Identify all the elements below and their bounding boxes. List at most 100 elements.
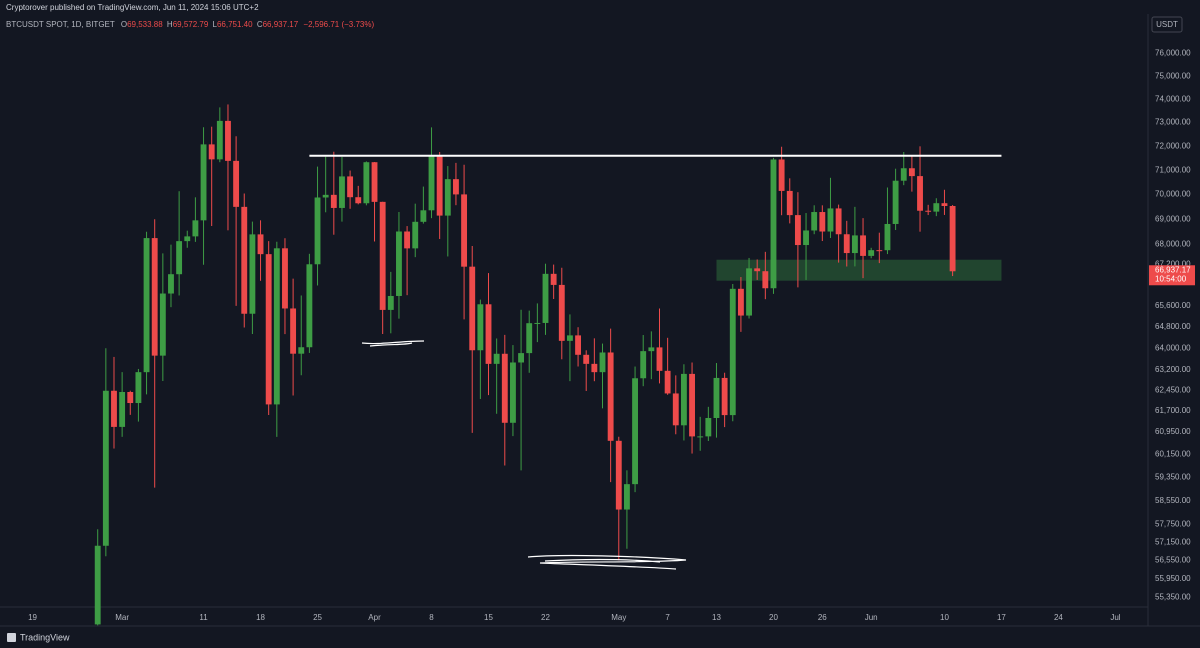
x-tick-label: 10: [940, 613, 949, 622]
candle-body: [746, 268, 752, 316]
ohlc-key: C: [257, 20, 263, 29]
candle-body: [249, 234, 256, 314]
y-tick-label: 64,000.00: [1155, 343, 1191, 352]
currency: USDT: [1156, 20, 1178, 29]
x-tick-label: 7: [665, 613, 670, 622]
candle-body: [510, 362, 516, 423]
y-tick-label: 65,600.00: [1155, 301, 1191, 310]
y-tick-label: 67,200.00: [1155, 260, 1191, 269]
y-tick-label: 57,750.00: [1155, 520, 1191, 529]
y-tick-label: 64,800.00: [1155, 322, 1191, 331]
ohlc-value: 66,751.40: [217, 20, 253, 29]
candle-body: [355, 197, 362, 204]
candle-body: [803, 230, 809, 246]
candle-body: [396, 231, 402, 296]
candle-body: [656, 347, 663, 371]
candle-body: [534, 322, 541, 324]
candle-body: [216, 120, 223, 160]
candle-body: [420, 210, 427, 222]
x-tick-label: Apr: [368, 613, 381, 622]
candle-body: [680, 373, 687, 426]
y-tick-label: 59,350.00: [1155, 473, 1191, 482]
candle-body: [444, 179, 451, 216]
x-tick-label: 18: [256, 613, 265, 622]
candle-body: [917, 176, 923, 211]
candle-body: [94, 545, 101, 625]
candle-body: [583, 354, 590, 364]
candle-body: [306, 264, 313, 348]
candle-body: [461, 194, 468, 267]
x-tick-label: 17: [997, 613, 1006, 622]
scribble: [527, 554, 687, 570]
candle-body: [892, 180, 899, 224]
ohlc-value: 66,937.17: [263, 20, 299, 29]
candle-body: [485, 304, 492, 364]
candle-body: [754, 268, 761, 272]
y-tick-label: 60,150.00: [1155, 450, 1191, 459]
candle-body: [933, 203, 940, 212]
candle-body: [542, 273, 549, 323]
y-tick-label: 76,000.00: [1155, 49, 1191, 58]
zone: [716, 259, 1002, 281]
candle-body: [762, 271, 769, 289]
y-tick-label: 57,150.00: [1155, 537, 1191, 546]
x-tick-label: 26: [818, 613, 827, 622]
y-tick-label: 71,000.00: [1155, 165, 1191, 174]
x-tick-label: 8: [429, 613, 434, 622]
currency-box: [1151, 16, 1183, 33]
ohlc-value: 69,533.88: [127, 20, 163, 29]
candle-body: [884, 223, 891, 251]
y-tick-label: 63,200.00: [1155, 365, 1191, 374]
ohlc-key: H: [167, 20, 173, 29]
ohlc-key: L: [213, 20, 218, 29]
candle-body: [257, 234, 264, 255]
candle-body: [819, 212, 826, 232]
candle-body: [640, 351, 647, 379]
y-tick-label: 73,000.00: [1155, 118, 1191, 127]
candle-body: [705, 418, 712, 437]
candle-body: [794, 215, 801, 246]
candle-body: [436, 155, 443, 216]
candle-body: [648, 347, 655, 352]
candle-body: [925, 210, 932, 212]
candle-body: [330, 194, 337, 208]
y-tick-label: 72,000.00: [1155, 141, 1191, 150]
publisher: Cryptorover published on TradingView.com…: [6, 3, 259, 12]
candle-body: [697, 436, 704, 438]
candle-body: [941, 203, 948, 207]
logo-icon: [7, 633, 16, 642]
candle-body: [575, 335, 582, 355]
candle-body: [868, 250, 875, 256]
candle-body: [200, 144, 207, 221]
x-tick-label: 19: [28, 613, 37, 622]
candle-body: [623, 484, 630, 510]
candle-body: [851, 235, 858, 254]
y-tick-label: 58,550.00: [1155, 496, 1191, 505]
candle-body: [591, 363, 598, 373]
candle-body: [526, 323, 533, 354]
candle-body: [387, 295, 394, 310]
candle-body: [102, 390, 109, 546]
y-tick-label: 55,350.00: [1155, 592, 1191, 601]
symbol: BTCUSDT SPOT, 1D, BITGET: [6, 20, 115, 29]
candle-body: [135, 372, 142, 404]
candle-body: [860, 235, 866, 256]
symbol-legend: BTCUSDT SPOT, 1D, BITGET O69,533.88 H69,…: [6, 20, 374, 29]
candle-body: [347, 176, 354, 198]
candle-body: [737, 288, 744, 316]
x-tick-label: 15: [484, 613, 493, 622]
x-tick-label: 24: [1054, 613, 1063, 622]
candle-body: [363, 162, 370, 204]
candle-body: [721, 377, 728, 416]
candle-body: [151, 238, 158, 356]
x-tick-label: 13: [712, 613, 721, 622]
y-tick-label: 69,000.00: [1155, 214, 1191, 223]
candle-body: [908, 168, 915, 177]
candle-body: [713, 377, 720, 419]
candle-body: [111, 390, 117, 427]
candle-body: [518, 353, 525, 363]
candle-body: [127, 391, 134, 404]
candle-body: [493, 353, 500, 364]
